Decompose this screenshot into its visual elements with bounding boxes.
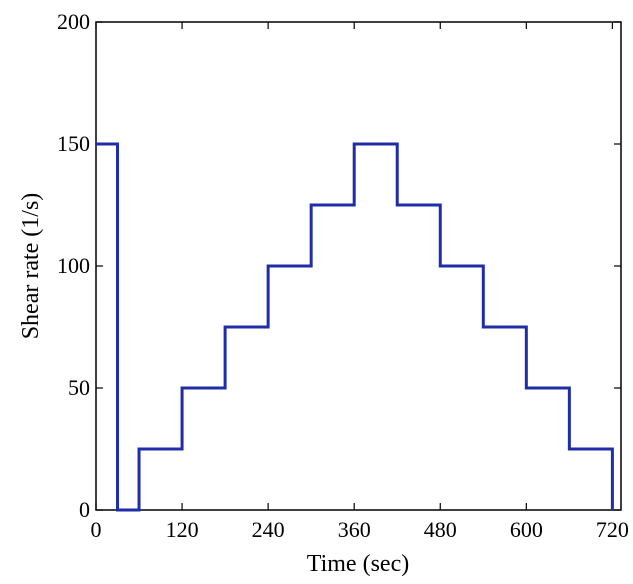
x-tick-label: 480 (424, 517, 457, 542)
x-tick-label: 240 (252, 517, 285, 542)
y-tick-label: 50 (68, 375, 90, 400)
x-tick-label: 360 (338, 517, 371, 542)
y-tick-label: 150 (57, 131, 90, 156)
x-tick-label: 720 (596, 517, 629, 542)
x-tick-label: 600 (510, 517, 543, 542)
plot-frame (95, 21, 622, 511)
series-layer (96, 142, 614, 512)
y-tick-label: 200 (57, 9, 90, 34)
y-tick-label: 0 (79, 497, 90, 522)
x-axis-title: Time (sec) (307, 551, 409, 577)
x-axis-ticks: 0 120 240 360 480 600 720 (91, 22, 629, 542)
y-axis-title: Shear rate (1/s) (18, 193, 44, 340)
y-tick-label: 100 (57, 253, 90, 278)
shear-rate-series-line (96, 142, 614, 512)
x-tick-label: 0 (91, 517, 102, 542)
y-axis-ticks: 0 50 100 150 200 (57, 9, 621, 522)
x-tick-label: 120 (166, 517, 199, 542)
